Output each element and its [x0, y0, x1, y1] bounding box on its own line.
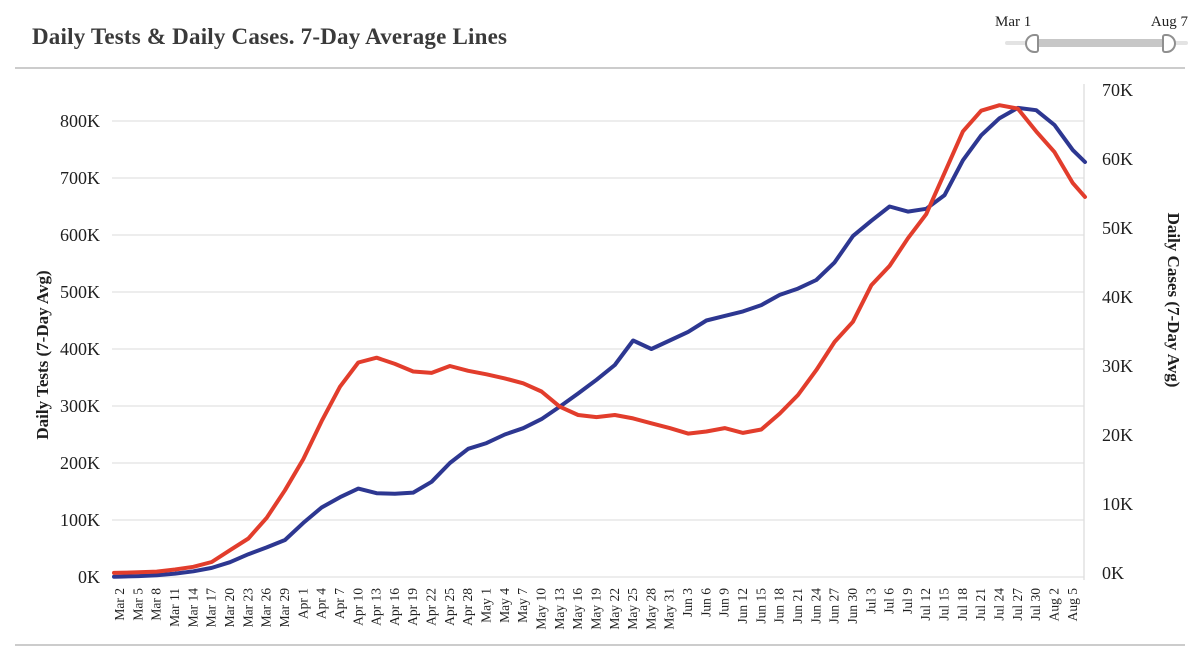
x-axis-tick-label: Jul 21: [973, 588, 988, 621]
x-axis-tick-label: Jun 12: [735, 588, 750, 624]
right-axis-tick-label: 50K: [1102, 218, 1133, 238]
x-axis-tick-label: Jun 18: [772, 588, 787, 624]
x-axis-tick-label: May 25: [625, 588, 640, 630]
axis-labels: 0K 100K 200K 300K 400K 500K 600K 700K 800K 0K 10K 2…: [60, 80, 1133, 630]
right-axis-tick-label: 20K: [1102, 425, 1133, 445]
x-axis-tick-label: Jun 15: [753, 588, 768, 624]
left-axis-tick-label: 700K: [60, 168, 100, 188]
right-axis-title: Daily Cases (7-Day Avg): [1164, 213, 1183, 388]
left-axis-title: Daily Tests (7-Day Avg): [33, 270, 52, 439]
x-axis-tick-label: Mar 2: [112, 588, 127, 621]
x-axis-tick-label: Jun 9: [717, 588, 732, 617]
left-axis-tick-label: 0K: [78, 567, 100, 587]
x-axis-tick-label: Jul 6: [882, 588, 897, 614]
x-axis-tick-label: May 22: [607, 588, 622, 630]
x-axis-tick-label: Apr 13: [369, 588, 384, 626]
x-axis-tick-label: Apr 19: [405, 588, 420, 626]
slider-handle-end[interactable]: [1162, 34, 1176, 53]
page-title: Daily Tests & Daily Cases. 7-Day Average…: [32, 24, 508, 49]
x-axis-tick-label: Jul 27: [1010, 588, 1025, 621]
x-axis-tick-label: Aug 2: [1046, 588, 1061, 621]
left-axis-tick-label: 800K: [60, 111, 100, 131]
x-axis-tick-label: May 4: [497, 588, 512, 623]
x-axis-tick-label: Mar 11: [167, 588, 182, 627]
left-axis-tick-label: 100K: [60, 510, 100, 530]
x-axis-tick-label: Mar 17: [204, 588, 219, 628]
series-lines: [112, 103, 1087, 579]
date-range-slider: Mar 1 Aug 7: [985, 8, 1190, 60]
x-axis-tick-label: Jul 30: [1028, 588, 1043, 621]
slider-start-label: Mar 1: [995, 14, 1032, 30]
x-axis-tick-label: Apr 4: [314, 588, 329, 619]
gridlines: [112, 84, 1085, 580]
right-axis-tick-label: 40K: [1102, 287, 1133, 307]
x-axis-tick-label: Jun 6: [698, 588, 713, 617]
x-axis-tick-label: Apr 1: [295, 588, 310, 619]
x-axis-tick-label: Mar 26: [259, 588, 274, 628]
x-axis-tick-label: May 7: [515, 588, 530, 623]
x-axis-tick-label: May 16: [570, 588, 585, 630]
x-axis-tick-label: Jul 24: [992, 588, 1007, 621]
x-axis-tick-label: Mar 29: [277, 588, 292, 628]
left-axis-tick-label: 600K: [60, 225, 100, 245]
x-axis-tick-label: Apr 7: [332, 588, 347, 619]
slider-end-label: Aug 7: [1150, 14, 1188, 30]
x-axis-tick-label: May 1: [479, 588, 494, 623]
x-axis-tick-label: Jul 15: [937, 588, 952, 621]
x-axis-tick-label: Jul 3: [863, 588, 878, 614]
x-axis-tick-label: Apr 16: [387, 588, 402, 626]
x-axis-tick-label: Apr 28: [460, 588, 475, 626]
x-axis-tick-label: Mar 23: [240, 588, 255, 628]
x-axis-tick-label: Jul 9: [900, 588, 915, 614]
right-axis-tick-label: 10K: [1102, 494, 1133, 514]
x-axis-tick-label: Apr 22: [424, 588, 439, 626]
x-axis-tick-label: Apr 10: [350, 588, 365, 626]
x-axis-tick-label: Jun 30: [845, 588, 860, 624]
right-axis-tick-label: 60K: [1102, 149, 1133, 169]
x-axis-tick-label: May 28: [643, 588, 658, 630]
cases-line: [112, 103, 1087, 575]
slider-handle-start[interactable]: [1025, 34, 1039, 53]
x-axis-tick-label: Mar 14: [185, 588, 200, 628]
x-axis-tick-label: May 10: [533, 588, 548, 630]
x-axis-tick-label: May 13: [552, 588, 567, 630]
x-axis-tick-label: Mar 20: [222, 588, 237, 628]
x-axis-tick-label: Apr 25: [442, 588, 457, 626]
x-axis-tick-label: May 19: [588, 588, 603, 630]
x-axis-tick-label: Jun 27: [827, 588, 842, 624]
bottom-separator: [15, 644, 1185, 646]
x-axis-tick-label: Mar 5: [130, 588, 145, 621]
x-axis-tick-label: Jul 12: [918, 588, 933, 621]
left-axis-tick-label: 200K: [60, 453, 100, 473]
x-axis-tick-label: May 31: [662, 588, 677, 630]
tests-line: [112, 105, 1087, 579]
x-axis-tick-label: Aug 5: [1065, 588, 1080, 622]
x-axis-tick-label: Jun 3: [680, 588, 695, 617]
right-axis-tick-label: 0K: [1102, 563, 1124, 583]
x-axis-tick-label: Jun 24: [808, 588, 823, 624]
right-axis-tick-label: 30K: [1102, 356, 1133, 376]
slider-active-range[interactable]: [1032, 39, 1170, 47]
left-axis-tick-label: 500K: [60, 282, 100, 302]
left-axis-tick-label: 400K: [60, 339, 100, 359]
top-separator: [15, 67, 1185, 69]
x-axis-tick-label: Mar 8: [149, 588, 164, 621]
x-axis-tick-label: Jul 18: [955, 588, 970, 621]
right-axis-tick-label: 70K: [1102, 80, 1133, 100]
left-axis-tick-label: 300K: [60, 396, 100, 416]
x-axis-tick-label: Jun 21: [790, 588, 805, 624]
